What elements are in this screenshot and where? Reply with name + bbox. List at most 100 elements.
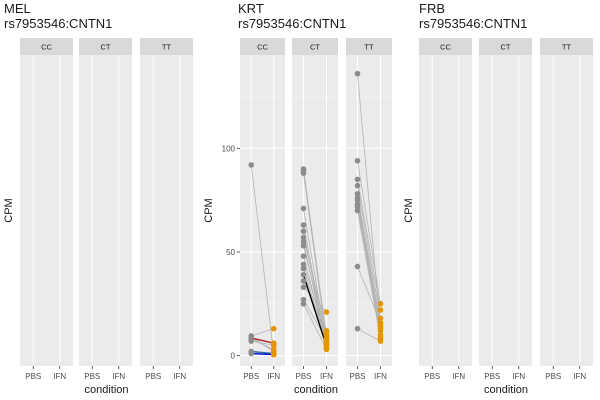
point-pbs	[354, 191, 361, 197]
point-pbs	[354, 207, 361, 214]
x-tick-label-pbs: PBS	[484, 372, 500, 381]
x-tick-label-pbs: PBS	[243, 372, 259, 381]
chart-title-mel: MEL	[4, 1, 31, 16]
paired-line	[357, 266, 381, 323]
point-pbs	[354, 182, 361, 189]
point-ifn	[377, 327, 384, 334]
x-tick-label-pbs: PBS	[545, 372, 561, 381]
panel-background	[20, 55, 73, 366]
point-pbs	[300, 222, 307, 228]
point-ifn	[377, 315, 384, 322]
point-pbs	[300, 278, 307, 284]
x-tick-label-ifn: IFN	[53, 372, 66, 381]
paired-line	[357, 206, 381, 338]
x-tick-label-ifn: IFN	[320, 372, 333, 381]
x-tick-label-pbs: PBS	[424, 372, 440, 381]
paired-line	[251, 352, 274, 356]
chart-title-frb: FRB	[419, 1, 445, 16]
point-ifn	[377, 323, 384, 330]
paired-line	[303, 286, 327, 313]
y-tick-label: 100	[222, 144, 236, 153]
panel-background	[240, 55, 285, 366]
panel-background	[292, 55, 338, 366]
point-pbs	[300, 301, 307, 307]
point-pbs	[300, 242, 307, 249]
facet-strip	[419, 38, 472, 55]
facet-strip	[79, 38, 132, 55]
paired-line	[303, 280, 327, 333]
chart-title-krt: KRT	[238, 1, 264, 16]
point-pbs	[300, 170, 307, 176]
paired-line	[357, 185, 381, 319]
x-tick-label-pbs: PBS	[349, 372, 365, 381]
point-pbs	[354, 157, 361, 164]
point-pbs	[300, 234, 307, 241]
point-ifn	[323, 346, 330, 353]
panel-background	[419, 55, 472, 366]
paired-line	[303, 237, 327, 331]
point-pbs	[354, 176, 361, 183]
paired-line	[303, 303, 327, 350]
panel-background	[346, 55, 392, 366]
y-tick-label: 50	[226, 248, 235, 257]
point-ifn	[270, 346, 277, 353]
x-tick-label-ifn: IFN	[112, 372, 125, 381]
point-pbs	[300, 284, 307, 291]
point-ifn	[270, 351, 277, 358]
facet-strip-label: TT	[364, 43, 374, 52]
point-ifn	[377, 301, 384, 307]
facet-strip-label: CT	[501, 43, 511, 52]
y-axis-label: CPM	[403, 198, 415, 222]
paired-line	[251, 337, 274, 344]
x-tick-label-ifn: IFN	[452, 372, 465, 381]
y-axis-label: CPM	[203, 198, 215, 222]
paired-line	[303, 268, 327, 344]
point-ifn	[323, 337, 330, 343]
x-tick-label-pbs: PBS	[25, 372, 41, 381]
facet-strip	[540, 38, 593, 55]
point-pbs	[300, 205, 307, 212]
x-tick-label-ifn: IFN	[573, 372, 586, 381]
chart-subtitle: rs7953546:CNTN1	[4, 16, 112, 31]
paired-line	[357, 179, 381, 311]
paired-line	[251, 338, 274, 350]
x-tick-label-ifn: IFN	[267, 372, 280, 381]
facet-strip	[346, 38, 392, 55]
panel-background	[479, 55, 532, 366]
point-pbs	[248, 162, 255, 168]
x-axis-label: condition	[484, 384, 528, 396]
paired-line	[357, 160, 381, 304]
point-ifn	[377, 338, 384, 344]
point-ifn	[270, 325, 277, 332]
facet-strip	[140, 38, 193, 55]
facet-strip	[479, 38, 532, 55]
point-pbs	[248, 338, 255, 344]
paired-line	[357, 193, 381, 325]
x-tick-label-pbs: PBS	[145, 372, 161, 381]
x-tick-label-pbs: PBS	[295, 372, 311, 381]
facet-strip-label: CT	[101, 43, 111, 52]
point-pbs	[354, 197, 361, 203]
facet-strip-label: CT	[310, 43, 320, 52]
x-tick-label-pbs: PBS	[84, 372, 100, 381]
paired-line	[303, 173, 327, 342]
point-ifn	[323, 309, 330, 315]
chart-subtitle: rs7953546:CNTN1	[419, 16, 527, 31]
panel-background	[79, 55, 132, 366]
facet-strip	[240, 38, 285, 55]
x-axis-label: condition	[294, 384, 338, 396]
y-tick-label: 0	[231, 352, 236, 361]
facet-strip-label: TT	[162, 43, 172, 52]
paired-line	[302, 274, 328, 347]
paired-line	[303, 208, 327, 344]
paired-line	[357, 197, 381, 327]
point-pbs	[300, 238, 307, 245]
point-pbs	[300, 271, 307, 278]
point-pbs	[354, 325, 361, 332]
y-axis-label: CPM	[3, 198, 15, 222]
paired-line	[251, 328, 274, 337]
point-ifn	[323, 330, 330, 336]
paired-line	[251, 350, 274, 355]
facet-strip-label: TT	[562, 43, 572, 52]
